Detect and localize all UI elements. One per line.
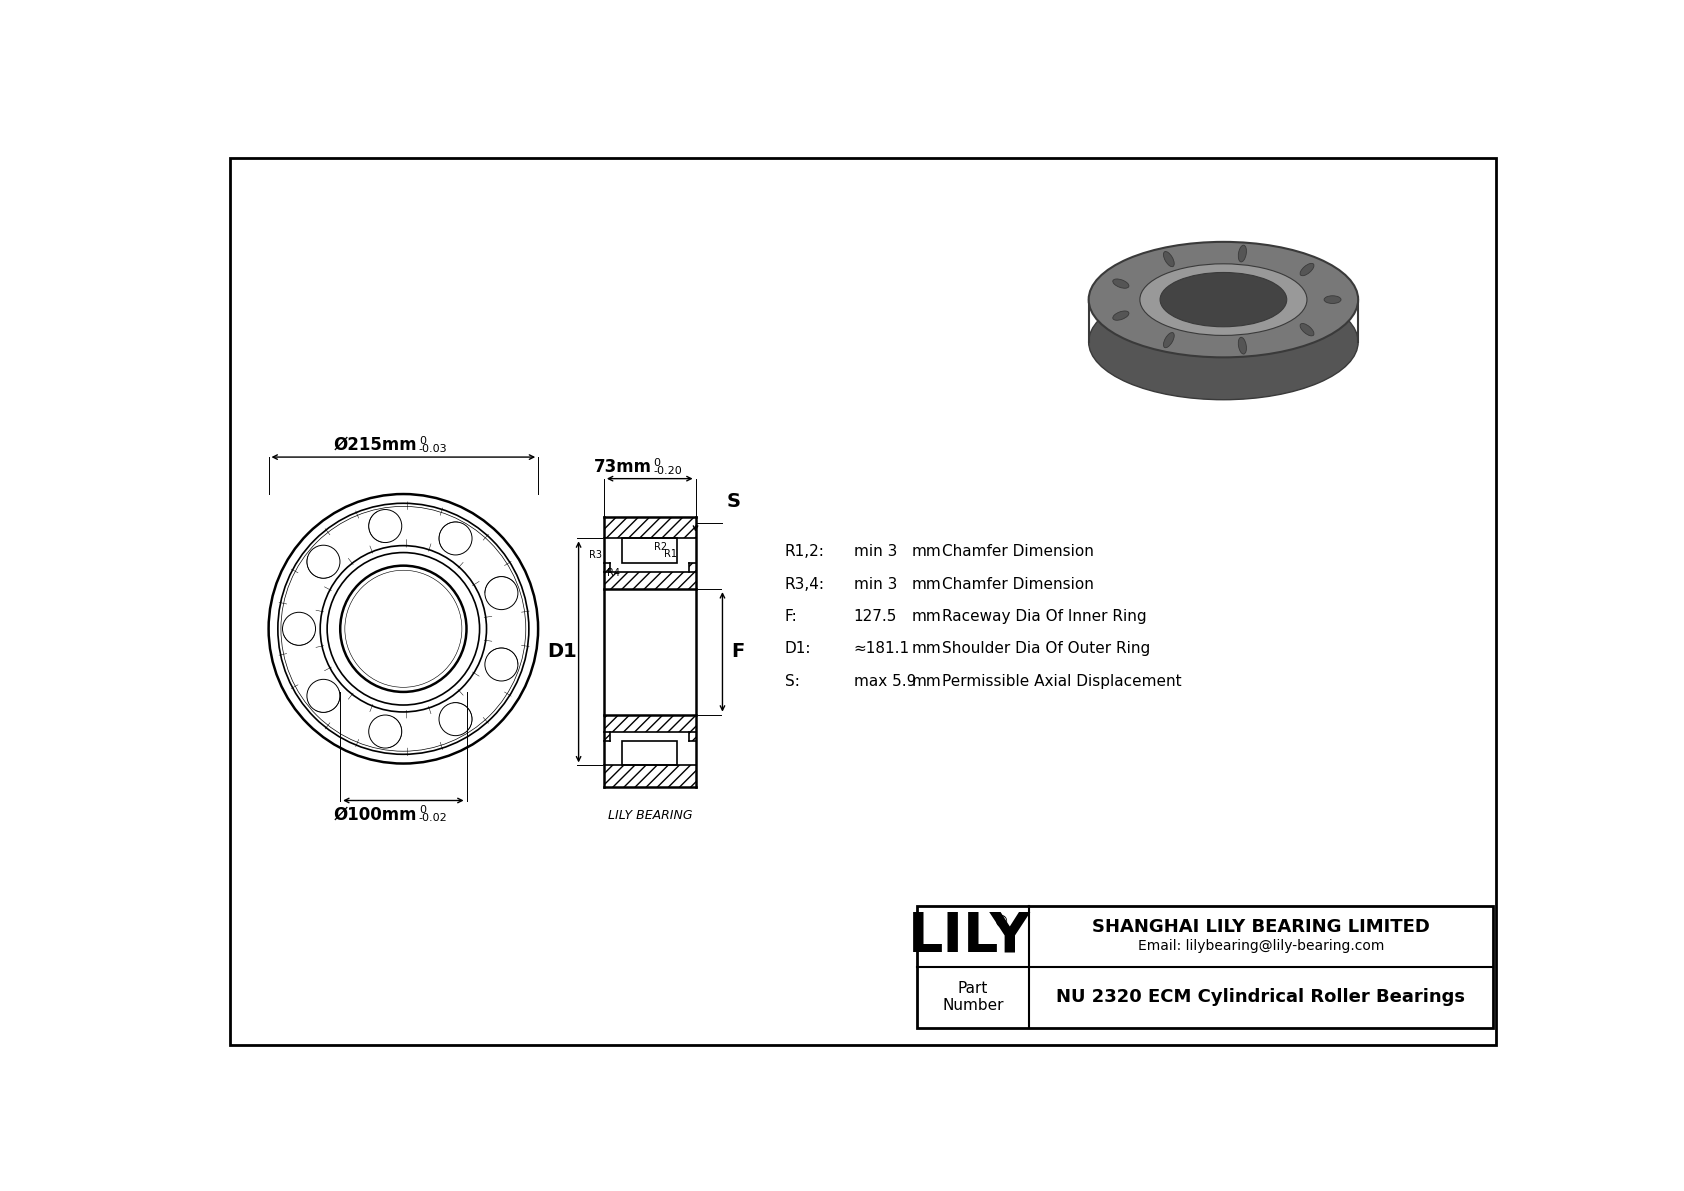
Text: min 3: min 3 [854, 544, 898, 560]
Ellipse shape [1088, 285, 1359, 400]
Text: mm: mm [911, 609, 941, 624]
Text: R1: R1 [663, 549, 677, 560]
Bar [623, 741, 677, 766]
Ellipse shape [1160, 273, 1287, 326]
Text: -0.20: -0.20 [653, 466, 682, 475]
Bar [605, 766, 695, 786]
Bar [605, 572, 695, 590]
Text: min 3: min 3 [854, 576, 898, 592]
Text: 0: 0 [419, 805, 426, 815]
Bar [605, 517, 695, 538]
Bar [689, 563, 695, 572]
Text: Chamfer Dimension: Chamfer Dimension [943, 544, 1095, 560]
Ellipse shape [1238, 337, 1246, 354]
Text: 0: 0 [653, 457, 660, 468]
Text: NU 2320 ECM Cylindrical Roller Bearings: NU 2320 ECM Cylindrical Roller Bearings [1056, 989, 1465, 1006]
Text: S: S [726, 492, 741, 511]
Text: R3: R3 [589, 550, 603, 560]
Text: -0.02: -0.02 [419, 812, 448, 823]
Text: mm: mm [911, 641, 941, 656]
Bar [605, 563, 610, 572]
Ellipse shape [1140, 264, 1307, 336]
Text: 127.5: 127.5 [854, 609, 898, 624]
Text: Ø215mm: Ø215mm [333, 436, 418, 454]
Text: Permissible Axial Displacement: Permissible Axial Displacement [943, 674, 1182, 688]
Text: R1,2:: R1,2: [785, 544, 825, 560]
Text: F: F [731, 642, 744, 661]
Text: mm: mm [911, 576, 941, 592]
Text: R3,4:: R3,4: [785, 576, 825, 592]
Text: Ø100mm: Ø100mm [333, 805, 418, 823]
Text: LILY: LILY [908, 910, 1031, 964]
Bar [605, 715, 695, 731]
Text: R4: R4 [608, 568, 620, 578]
Text: -0.03: -0.03 [419, 444, 448, 454]
Text: Email: lilybearing@lily-bearing.com: Email: lilybearing@lily-bearing.com [1138, 939, 1384, 953]
Text: R2: R2 [655, 542, 667, 551]
Text: 0: 0 [419, 436, 426, 447]
Ellipse shape [1113, 279, 1128, 288]
Text: Shoulder Dia Of Outer Ring: Shoulder Dia Of Outer Ring [943, 641, 1150, 656]
Bar [689, 731, 695, 741]
Text: mm: mm [911, 544, 941, 560]
Text: D1: D1 [547, 642, 576, 661]
Text: ®: ® [994, 915, 1009, 930]
Text: Chamfer Dimension: Chamfer Dimension [943, 576, 1095, 592]
Text: Part
Number: Part Number [941, 981, 1004, 1014]
Text: Raceway Dia Of Inner Ring: Raceway Dia Of Inner Ring [943, 609, 1147, 624]
Ellipse shape [1160, 273, 1287, 326]
Bar [605, 731, 610, 741]
Text: mm: mm [911, 674, 941, 688]
Ellipse shape [1113, 311, 1128, 320]
Ellipse shape [1164, 332, 1174, 348]
Text: D1:: D1: [785, 641, 812, 656]
Text: ≈181.1: ≈181.1 [854, 641, 909, 656]
Text: max 5.9: max 5.9 [854, 674, 916, 688]
Ellipse shape [1238, 245, 1246, 262]
Bar [623, 538, 677, 563]
Ellipse shape [1164, 251, 1174, 267]
Ellipse shape [1300, 324, 1314, 336]
Text: LILY BEARING: LILY BEARING [608, 810, 692, 823]
Bar [918, 906, 1494, 1028]
Ellipse shape [1300, 263, 1314, 276]
Text: 73mm: 73mm [594, 457, 652, 475]
Ellipse shape [1324, 295, 1340, 304]
Text: S:: S: [785, 674, 800, 688]
Text: F:: F: [785, 609, 797, 624]
Ellipse shape [1088, 242, 1359, 357]
Text: SHANGHAI LILY BEARING LIMITED: SHANGHAI LILY BEARING LIMITED [1091, 918, 1430, 936]
